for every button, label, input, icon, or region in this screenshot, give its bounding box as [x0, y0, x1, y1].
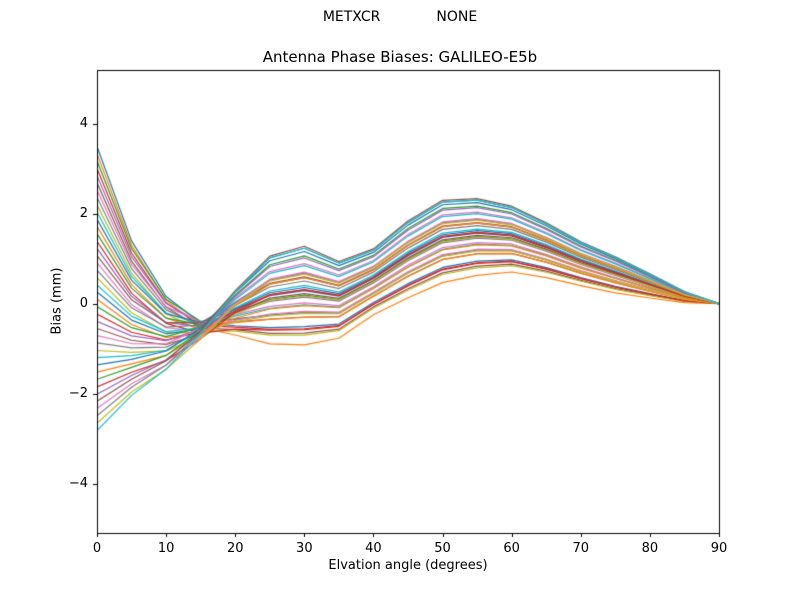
x-tick-label: 80 [641, 541, 659, 556]
suptitle: METXCR NONE [0, 9, 800, 25]
x-tick-label: 50 [434, 541, 451, 556]
x-tick-label: 0 [92, 541, 102, 556]
x-tick-label: 10 [157, 541, 175, 556]
y-tick-label: −4 [68, 475, 88, 491]
y-tick-label: −2 [68, 385, 88, 401]
y-tick-label: 2 [79, 205, 88, 221]
x-tick-label: 30 [296, 541, 313, 556]
x-tick-label: 60 [503, 541, 520, 556]
chart-title: Antenna Phase Biases: GALILEO-E5b [262, 48, 538, 66]
x-tick-label: 90 [710, 541, 728, 556]
y-tick-label: 0 [79, 295, 88, 311]
header-label-right: NONE [436, 9, 478, 25]
x-axis-label: Elvation angle (degrees) [328, 558, 488, 573]
header-label-left: METXCR [322, 9, 381, 25]
x-tick-label: 40 [365, 541, 382, 556]
x-tick-label: 70 [572, 541, 590, 556]
y-tick-label: 4 [79, 115, 88, 131]
x-tick-label: 20 [226, 541, 244, 556]
